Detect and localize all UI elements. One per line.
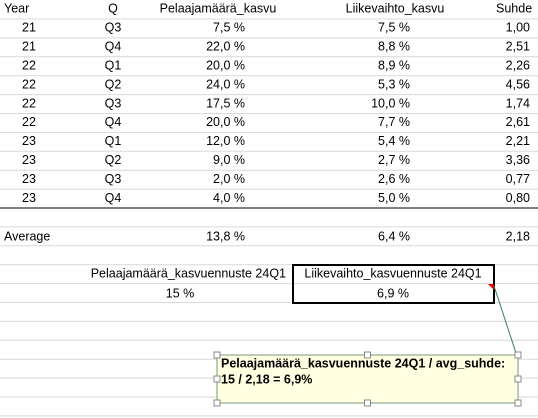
cell: 2,61 (506, 115, 530, 129)
cell: Q3 (105, 172, 122, 186)
comment-line: 15 / 2,18 = 6,9% (221, 372, 312, 386)
cell: 22 (22, 115, 36, 129)
forecast-label: Liikevaihto_kasvuennuste 24Q1 (304, 266, 481, 280)
column-header: Suhde (496, 1, 532, 15)
cell: 21 (22, 40, 36, 54)
resize-handle (514, 351, 522, 359)
cell: 1,74 (506, 96, 530, 110)
cell: 5,4 % (378, 134, 410, 148)
cell: 4,0 % (213, 191, 245, 205)
cell: Q3 (105, 96, 122, 110)
comment-indicator (488, 284, 494, 290)
cell: 24,0 % (206, 77, 245, 91)
cell: 2,21 (506, 134, 530, 148)
resize-handle (213, 375, 221, 383)
cell: 3,36 (506, 153, 530, 167)
cell: 23 (22, 172, 36, 186)
cell: 7,5 % (378, 21, 410, 35)
cell: Q4 (105, 115, 122, 129)
cell: Q2 (105, 77, 122, 91)
cell: 8,9 % (378, 59, 410, 73)
cell: 20,0 % (206, 115, 245, 129)
cell: 2,0 % (213, 172, 245, 186)
column-header: Liikevaihto_kasvu (346, 1, 445, 15)
resize-handles (213, 351, 522, 407)
cell: 23 (22, 191, 36, 205)
average-value: 13,8 % (206, 229, 245, 243)
cell: 23 (22, 153, 36, 167)
cell: 7,5 % (213, 21, 245, 35)
cell: 22 (22, 59, 36, 73)
cell: 2,7 % (378, 153, 410, 167)
cell: Q3 (105, 21, 122, 35)
column-header: Q (108, 1, 118, 15)
cell: 10,0 % (371, 96, 410, 110)
cell: 2,6 % (378, 172, 410, 186)
resize-handle (213, 351, 221, 359)
cell: 21 (22, 21, 36, 35)
cell: 2,51 (506, 40, 530, 54)
cell: 22,0 % (206, 40, 245, 54)
cell: 7,7 % (378, 115, 410, 129)
cell: Q2 (105, 153, 122, 167)
cell: 8,8 % (378, 40, 410, 54)
resize-handle (364, 351, 371, 359)
forecast-value: 6,9 % (377, 286, 409, 300)
cell: 22 (22, 96, 36, 110)
resize-handle (364, 399, 371, 407)
cell: 22 (22, 77, 36, 91)
resize-handle (213, 399, 221, 407)
average-value: 2,18 (506, 229, 530, 243)
resize-handle (514, 375, 522, 383)
cell: 17,5 % (206, 96, 245, 110)
cell: 20,0 % (206, 59, 245, 73)
comment-line: Pelaajamäärä_kasvuennuste 24Q1 / avg_suh… (221, 356, 505, 370)
cell: 1,00 (506, 21, 530, 35)
resize-handle (514, 399, 522, 407)
cell: 2,26 (506, 59, 530, 73)
cell: 5,0 % (378, 191, 410, 205)
cell: 12,0 % (206, 134, 245, 148)
cell: 9,0 % (213, 153, 245, 167)
column-header: Pelaajamäärä_kasvu (160, 1, 277, 15)
cell: 0,77 (506, 172, 530, 186)
cell: 5,3 % (378, 77, 410, 91)
average-label: Average (4, 229, 50, 243)
cell: Q1 (105, 134, 122, 148)
comment-connector (493, 285, 518, 357)
cell: Q4 (105, 191, 122, 205)
cell: 0,80 (506, 191, 530, 205)
cell: 4,56 (506, 77, 530, 91)
cell: Q1 (105, 59, 122, 73)
cell: 23 (22, 134, 36, 148)
average-value: 6,4 % (378, 229, 410, 243)
cell: Q4 (105, 40, 122, 54)
forecast-label: Pelaajamäärä_kasvuennuste 24Q1 (91, 266, 286, 280)
column-header: Year (4, 1, 29, 15)
forecast-value: 15 % (166, 286, 195, 300)
